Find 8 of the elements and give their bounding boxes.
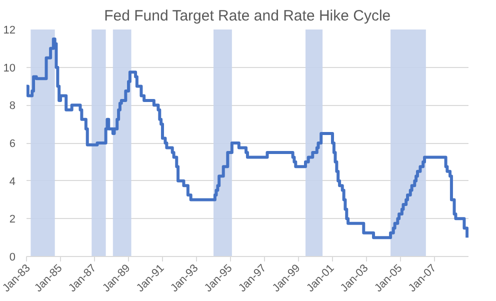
- y-tick-label: 4: [9, 176, 16, 188]
- y-tick-label: 0: [9, 252, 16, 264]
- y-tick-label: 6: [9, 138, 16, 150]
- y-tick-label: 12: [3, 24, 16, 36]
- y-tick-label: 8: [9, 100, 16, 112]
- chart-title: Fed Fund Target Rate and Rate Hike Cycle: [104, 8, 391, 24]
- y-tick-label: 10: [3, 62, 16, 74]
- y-tick-label: 2: [9, 214, 16, 226]
